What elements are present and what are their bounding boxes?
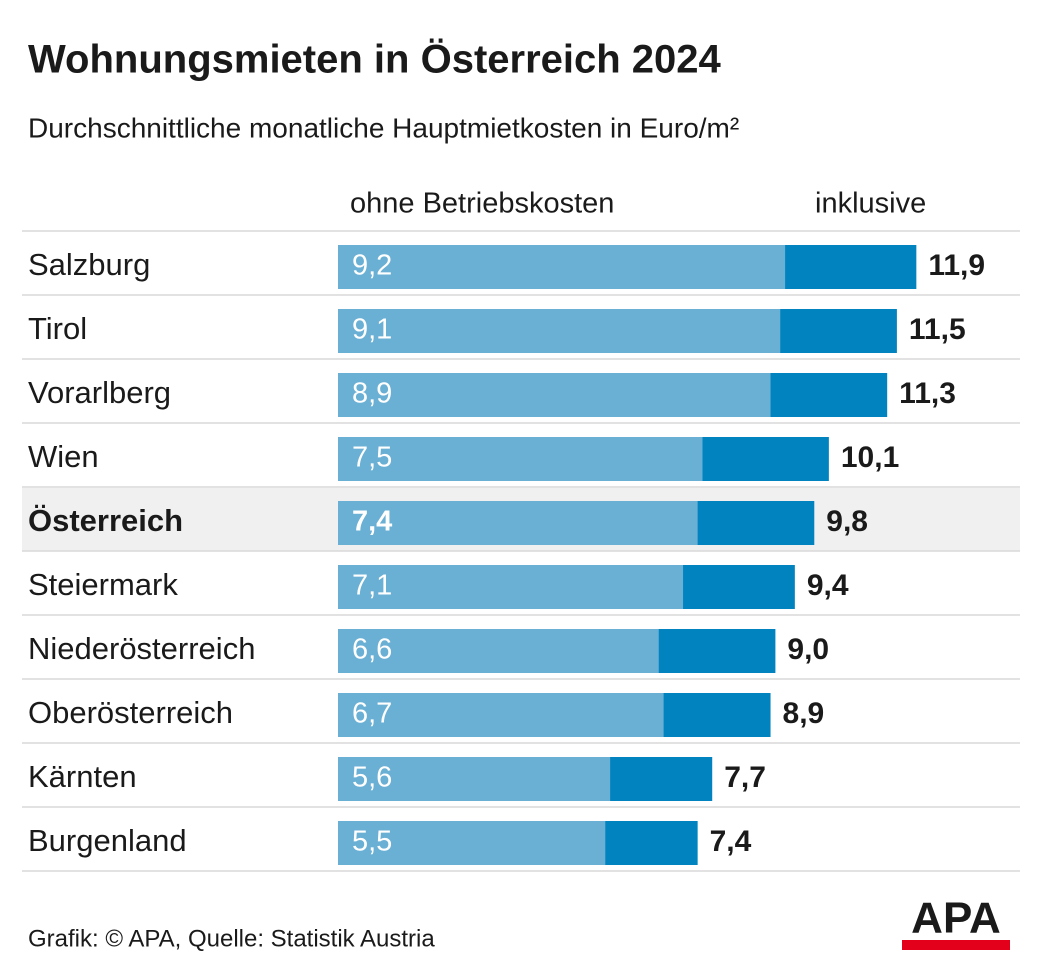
total-label: 11,5 [909, 313, 966, 346]
bar-ohne [338, 437, 703, 481]
source: Grafik: © APA, Quelle: Statistik Austria [28, 925, 435, 952]
logo-stripe [902, 940, 1010, 950]
chart-subtitle: Durchschnittliche monatliche Hauptmietko… [28, 112, 739, 143]
legend-entry: inklusive [815, 188, 926, 220]
total-label: 11,9 [928, 249, 985, 282]
value-label: 7,4 [352, 506, 392, 538]
bar-ohne [338, 629, 659, 673]
category-label: Österreich [28, 503, 183, 538]
bar-ohne [338, 309, 781, 353]
total-label: 9,4 [807, 569, 849, 602]
bar-ohne [338, 693, 664, 737]
bar-ohne [338, 821, 606, 865]
legend-entry: ohne Betriebskosten [350, 188, 614, 220]
category-label: Oberösterreich [28, 695, 233, 730]
value-label: 5,5 [352, 826, 392, 858]
category-label: Burgenland [28, 823, 187, 858]
value-label: 8,9 [352, 378, 392, 410]
total-label: 9,8 [826, 505, 868, 538]
value-label: 5,6 [352, 762, 392, 794]
total-label: 10,1 [841, 441, 899, 474]
value-label: 7,5 [352, 442, 392, 474]
value-label: 6,6 [352, 634, 392, 666]
value-label: 7,1 [352, 570, 392, 602]
bar-ohne [338, 501, 698, 545]
bar-ohne [338, 373, 771, 417]
value-label: 9,1 [352, 314, 392, 346]
category-label: Vorarlberg [28, 375, 171, 410]
bar-ohne [338, 565, 684, 609]
bar-ohne [338, 757, 611, 801]
value-label: 9,2 [352, 250, 392, 282]
chart-title: Wohnungsmieten in Österreich 2024 [28, 37, 722, 82]
category-label: Niederösterreich [28, 631, 255, 666]
total-label: 7,4 [710, 825, 752, 858]
category-label: Steiermark [28, 567, 178, 602]
total-label: 9,0 [787, 633, 829, 666]
logo: APA [911, 894, 1001, 943]
category-label: Wien [28, 439, 99, 474]
bar-ohne [338, 245, 786, 289]
total-label: 7,7 [724, 761, 766, 794]
category-label: Kärnten [28, 759, 137, 794]
category-label: Tirol [28, 311, 87, 346]
total-label: 11,3 [899, 377, 956, 410]
total-label: 8,9 [783, 697, 825, 730]
value-label: 6,7 [352, 698, 392, 730]
category-label: Salzburg [28, 247, 150, 282]
